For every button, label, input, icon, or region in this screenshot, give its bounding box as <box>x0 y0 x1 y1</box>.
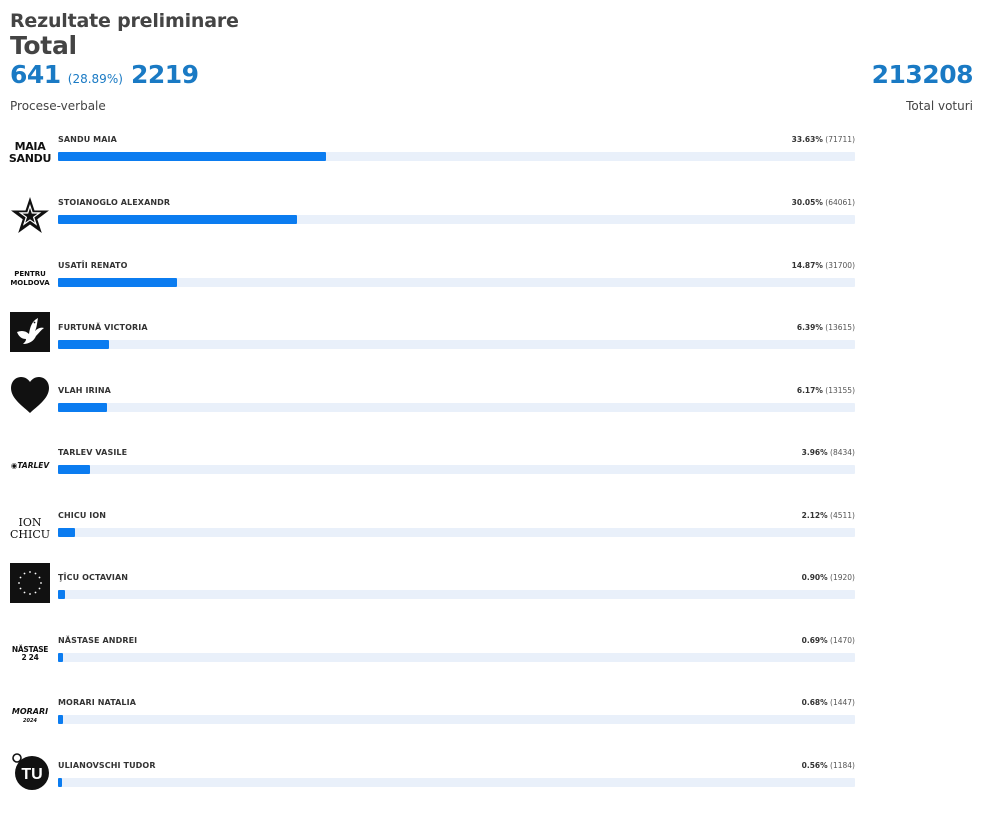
candidate-result: 3.96% (8434) <box>802 448 855 457</box>
candidate-votes: (1184) <box>830 761 855 770</box>
candidate-row: ◉TARLEV TARLEV VASILE 3.96% (8434) <box>0 446 860 490</box>
result-bar-track <box>58 465 855 474</box>
candidate-result: 30.05% (64061) <box>792 198 855 207</box>
result-bar-track <box>58 152 855 161</box>
reports-counter: 641 (28.89%) 2219 <box>10 60 199 89</box>
total-votes-count: 213208 <box>871 60 974 89</box>
results-title: Rezultate preliminare <box>10 10 239 32</box>
candidate-percent: 0.90% <box>801 573 828 582</box>
candidate-name: STOIANOGLO ALEXANDR <box>58 198 171 207</box>
candidate-result: 14.87% (31700) <box>792 261 855 270</box>
total-reports-count: 2219 <box>131 60 199 89</box>
nastase-logo: NĂSTASE 2 24 <box>11 645 49 662</box>
maia-sandu-logo: MAIA SANDU <box>8 140 52 165</box>
candidate-percent: 30.05% <box>791 198 823 207</box>
candidate-result: 0.69% (1470) <box>802 636 855 645</box>
processed-count: 641 <box>10 60 61 89</box>
candidate-row: ŢÎCU OCTAVIAN 0.90% (1920) <box>0 563 860 615</box>
candidate-votes: (71711) <box>825 135 855 144</box>
heart-logo <box>10 376 50 416</box>
ion-chicu-logo: ION CHICU <box>9 516 51 541</box>
candidate-percent: 0.56% <box>801 761 828 770</box>
candidate-name: ULIANOVSCHI TUDOR <box>58 761 156 770</box>
candidate-percent: 6.17% <box>796 386 823 395</box>
candidate-votes: (4511) <box>830 511 855 520</box>
result-bar-fill <box>58 403 108 412</box>
result-bar-fill <box>58 215 298 224</box>
candidate-votes: (31700) <box>825 261 855 270</box>
candidate-votes: (13155) <box>825 386 855 395</box>
candidate-result: 6.17% (13155) <box>797 386 855 395</box>
candidate-name: MORARI NATALIA <box>58 698 136 707</box>
candidate-row: FURTUNĂ VICTORIA 6.39% (13615) <box>0 312 860 365</box>
candidate-row: TU ULIANOVSCHI TUDOR 0.56% (1184) <box>0 753 860 803</box>
result-bar-track <box>58 215 855 224</box>
candidate-votes: (1470) <box>830 636 855 645</box>
result-bar-fill <box>58 465 90 474</box>
svg-text:TU: TU <box>21 766 42 783</box>
result-bar-fill <box>58 278 177 287</box>
candidate-name: FURTUNĂ VICTORIA <box>58 323 148 332</box>
candidate-percent: 0.69% <box>801 636 828 645</box>
morari-logo: MORARI 2024 <box>11 706 49 724</box>
result-bar-track <box>58 653 855 662</box>
candidate-percent: 3.96% <box>801 448 828 457</box>
candidate-result: 0.56% (1184) <box>802 761 855 770</box>
candidate-result: 6.39% (13615) <box>797 323 855 332</box>
impreuna-logo <box>10 563 50 603</box>
candidate-result: 33.63% (71711) <box>792 135 855 144</box>
result-bar-track <box>58 715 855 724</box>
candidate-result: 2.12% (4511) <box>802 511 855 520</box>
tarlev-logo: ◉TARLEV <box>10 461 50 471</box>
reports-label: Procese-verbale <box>10 99 106 113</box>
candidate-votes: (64061) <box>825 198 855 207</box>
candidate-row: NĂSTASE 2 24 NĂSTASE ANDREI 0.69% (1470) <box>0 634 860 678</box>
candidate-name: CHICU ION <box>58 511 107 520</box>
result-bar-track <box>58 340 855 349</box>
candidate-name: TARLEV VASILE <box>58 448 128 457</box>
candidate-votes: (13615) <box>825 323 855 332</box>
candidate-percent: 33.63% <box>791 135 823 144</box>
result-bar-fill <box>58 152 327 161</box>
dove-logo <box>10 312 50 352</box>
candidate-row: MORARI 2024 MORARI NATALIA 0.68% (1447) <box>0 696 860 740</box>
candidate-name: VLAH IRINA <box>58 386 111 395</box>
tu-logo: TU <box>10 751 50 791</box>
candidate-votes: (1920) <box>830 573 855 582</box>
candidate-result: 0.90% (1920) <box>802 573 855 582</box>
candidate-result: 0.68% (1447) <box>802 698 855 707</box>
result-bar-fill <box>58 653 64 662</box>
total-votes-label: Total voturi <box>906 99 973 113</box>
candidate-row: MAIA SANDU SANDU MAIA 33.63% (71711) <box>0 133 860 177</box>
star-logo <box>10 196 50 236</box>
candidate-name: NĂSTASE ANDREI <box>58 636 138 645</box>
result-bar-fill <box>58 340 109 349</box>
result-bar-track <box>58 278 855 287</box>
candidate-votes: (1447) <box>830 698 855 707</box>
results-subtitle: Total <box>10 31 77 60</box>
result-bar-track <box>58 590 855 599</box>
result-bar-fill <box>58 715 64 724</box>
pentru-moldova-logo: PENTRU MOLDOVA <box>10 270 50 287</box>
result-bar-track <box>58 778 855 787</box>
result-bar-fill <box>58 590 66 599</box>
candidate-percent: 0.68% <box>801 698 828 707</box>
candidate-row: STOIANOGLO ALEXANDR 30.05% (64061) <box>0 196 860 240</box>
candidate-percent: 6.39% <box>796 323 823 332</box>
candidate-name: USATÎI RENATO <box>58 261 128 270</box>
processed-percent: (28.89%) <box>67 72 123 86</box>
candidate-row: VLAH IRINA 6.17% (13155) <box>0 377 860 428</box>
candidate-row: PENTRU MOLDOVA USATÎI RENATO 14.87% (3170… <box>0 259 860 303</box>
result-bar-fill <box>58 778 63 787</box>
candidate-name: SANDU MAIA <box>58 135 117 144</box>
result-bar-track <box>58 403 855 412</box>
candidate-percent: 2.12% <box>801 511 828 520</box>
result-bar-track <box>58 528 855 537</box>
candidate-percent: 14.87% <box>791 261 823 270</box>
result-bar-fill <box>58 528 75 537</box>
candidate-name: ŢÎCU OCTAVIAN <box>58 573 129 582</box>
candidate-votes: (8434) <box>830 448 855 457</box>
candidate-row: ION CHICU CHICU ION 2.12% (4511) <box>0 509 860 553</box>
